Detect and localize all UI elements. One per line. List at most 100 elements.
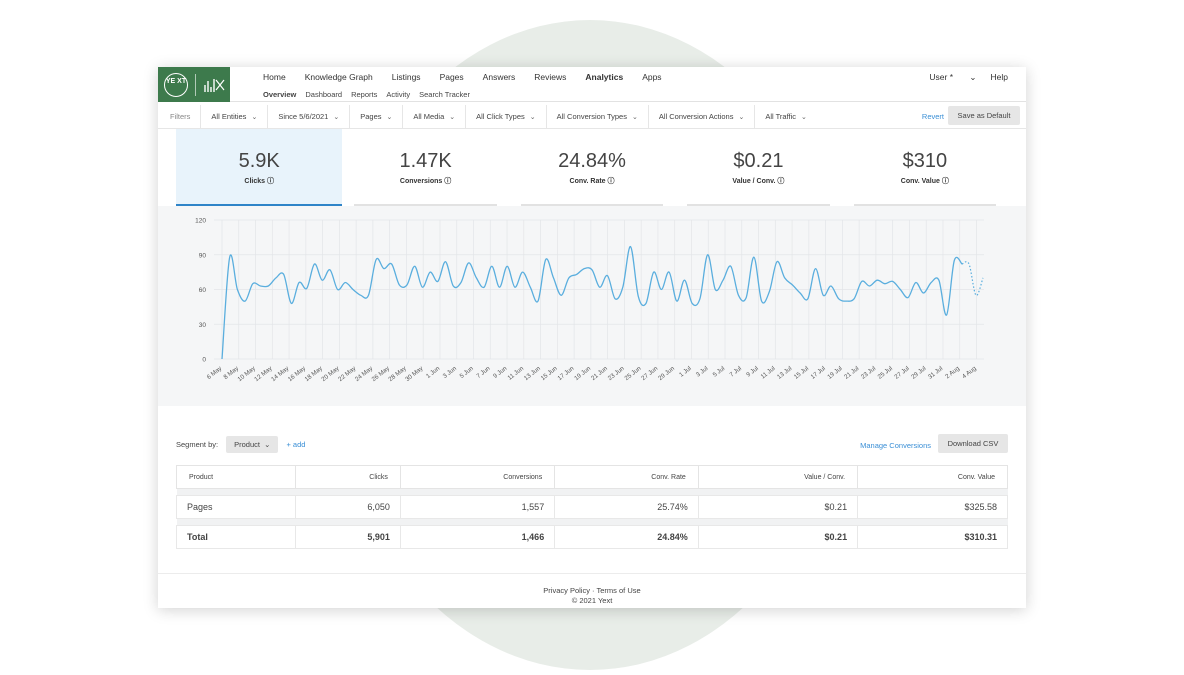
nav-item-home[interactable]: Home xyxy=(263,72,286,82)
x-tick-label: 13 Jul xyxy=(776,365,793,381)
filter-bar: Filters All Entities ⌄ Since 5/6/2021 ⌄ Page… xyxy=(158,104,1026,129)
segment-label: Segment by: xyxy=(176,440,219,449)
filter-dropdown[interactable]: All Click Types ⌄ xyxy=(465,104,546,129)
x-tick-label: 9 Jun xyxy=(492,365,509,380)
x-tick-label: 9 Jul xyxy=(745,365,760,379)
y-tick-label: 0 xyxy=(202,357,206,364)
x-tick-label: 17 Jul xyxy=(810,365,827,381)
footer-links[interactable]: Privacy Policy · Terms of Use xyxy=(543,586,641,595)
x-tick-label: 7 Jun xyxy=(475,365,492,380)
sub-nav: Overview Dashboard Reports Activity Search T… xyxy=(263,90,479,99)
x-tick-label: 17 Jun xyxy=(556,365,575,382)
x-tick-label: 2 Aug xyxy=(944,365,961,381)
subnav-item-overview[interactable]: Overview xyxy=(263,90,297,99)
column-header[interactable]: Conv. Rate xyxy=(554,465,699,489)
logo-divider xyxy=(195,73,196,96)
metric-underline xyxy=(687,204,830,206)
filter-dropdown[interactable]: All Conversion Types ⌄ xyxy=(545,104,648,129)
nav-item-reviews[interactable]: Reviews xyxy=(534,72,567,82)
metric-tab[interactable]: 24.84% Conv. Rate ⓘ xyxy=(509,129,675,206)
filter-dropdown[interactable]: All Entities ⌄ xyxy=(200,104,267,129)
chevron-down-icon: ⌄ xyxy=(386,113,393,121)
x-tick-label: 1 Jun xyxy=(425,365,442,380)
table-header-row: Product Clicks Conversions Conv. Rate Value … xyxy=(176,465,1008,489)
x-tick-label: 11 Jul xyxy=(760,365,777,380)
y-tick-label: 30 xyxy=(199,322,207,329)
table-cell: 1,557 xyxy=(399,495,556,519)
yext-logo-mark: YE XT xyxy=(164,72,188,97)
metric-label: Conv. Value ⓘ xyxy=(900,178,949,185)
filter-label: All Traffic xyxy=(765,112,797,121)
results-table: Product Clicks Conversions Conv. Rate Value … xyxy=(176,465,1008,549)
x-tick-label: 5 Jun xyxy=(458,365,475,380)
column-header[interactable]: Conversions xyxy=(399,465,556,489)
filter-dropdown[interactable]: Pages ⌄ xyxy=(349,104,402,129)
filter-label: All Click Types xyxy=(476,112,525,121)
projection-series-line xyxy=(961,261,984,296)
filter-dropdown[interactable]: Since 5/6/2021 ⌄ xyxy=(267,104,349,129)
nav-item-listings[interactable]: Listings xyxy=(391,72,421,82)
chevron-down-icon: ⌄ xyxy=(801,113,807,121)
x-tick-label: 21 Jul xyxy=(843,365,860,381)
segment-control: Segment by: Product ⌄ + add xyxy=(176,436,305,453)
filter-dropdown[interactable]: All Traffic ⌄ xyxy=(754,104,817,129)
add-segment-link[interactable]: + add xyxy=(286,440,306,449)
revert-link[interactable]: Revert xyxy=(921,112,944,121)
nav-item-knowledge-graph[interactable]: Knowledge Graph xyxy=(304,72,373,82)
total-cell: 5,901 xyxy=(294,525,401,549)
chevron-down-icon: ⌄ xyxy=(333,113,340,121)
filter-label: All Media xyxy=(413,112,445,121)
total-cell: $310.31 xyxy=(857,525,1008,549)
column-header[interactable]: Conv. Value xyxy=(857,465,1008,489)
x-tick-label: 27 Jun xyxy=(640,365,659,382)
table-spacer xyxy=(176,488,1008,496)
metric-label: Conv. Rate ⓘ xyxy=(569,178,615,185)
metric-tab[interactable]: $310 Conv. Value ⓘ xyxy=(842,129,1008,206)
table-cell: $0.21 xyxy=(697,495,859,519)
nav-item-apps[interactable]: Apps xyxy=(642,72,662,82)
metric-tab[interactable]: 1.47K Conversions ⓘ xyxy=(342,129,508,206)
metric-value: 24.84% xyxy=(558,150,626,172)
total-cell: $0.21 xyxy=(697,525,859,549)
x-tick-label: 13 Jun xyxy=(523,365,542,382)
subnav-item-dashboard[interactable]: Dashboard xyxy=(305,90,343,99)
x-tick-label: 23 Jul xyxy=(860,365,877,381)
table-cell: Pages xyxy=(176,495,296,519)
download-csv-button[interactable]: Download CSV xyxy=(938,434,1008,453)
metric-value: $310 xyxy=(902,150,948,172)
x-tick-label: 29 Jun xyxy=(657,365,676,382)
metric-underline xyxy=(853,204,997,206)
filter-dropdown[interactable]: All Media ⌄ xyxy=(402,104,465,129)
subnav-item-activity[interactable]: Activity xyxy=(386,90,411,99)
user-dropdown[interactable]: User * ⌄ xyxy=(929,72,977,82)
x-tick-label: 15 Jun xyxy=(540,365,559,382)
table-row: Pages 6,050 1,557 25.74% $0.21 $325.58 xyxy=(176,495,1008,519)
segment-dropdown[interactable]: Product ⌄ xyxy=(226,436,279,453)
subnav-item-reports[interactable]: Reports xyxy=(351,90,378,99)
column-header[interactable]: Clicks xyxy=(294,465,401,489)
help-link[interactable]: Help xyxy=(990,72,1008,82)
subnav-item-search-tracker[interactable]: Search Tracker xyxy=(419,90,470,99)
metric-tab[interactable]: $0.21 Value / Conv. ⓘ xyxy=(675,129,841,206)
metric-tab[interactable]: 5.9K Clicks ⓘ xyxy=(176,129,343,206)
yext-logo[interactable]: YE XT xyxy=(158,67,230,102)
x-tick-label: 7 Jul xyxy=(728,365,743,379)
column-header[interactable]: Product xyxy=(176,465,296,489)
manage-conversions-link[interactable]: Manage Conversions xyxy=(860,441,931,450)
column-header[interactable]: Value / Conv. xyxy=(697,465,859,489)
nav-item-pages[interactable]: Pages xyxy=(439,72,464,82)
top-navigation: YE XT Home Knowledge Graph Listings Pages An… xyxy=(158,67,1026,102)
save-as-default-button[interactable]: Save as Default xyxy=(948,106,1020,125)
total-cell: Total xyxy=(176,525,296,549)
user-menu: User * ⌄ Help xyxy=(901,72,1008,83)
total-cell: 1,466 xyxy=(399,525,556,549)
metric-value: 1.47K xyxy=(399,150,452,172)
filter-dropdown[interactable]: All Conversion Actions ⌄ xyxy=(647,104,755,129)
nav-item-answers[interactable]: Answers xyxy=(482,72,516,82)
footer: Privacy Policy · Terms of Use © 2021 Yex… xyxy=(158,573,1026,606)
segment-value: Product xyxy=(234,440,260,449)
metric-tabs: 5.9K Clicks ⓘ 1.47K Conversions ⓘ 24.84% Conv… xyxy=(176,129,1008,206)
nav-item-analytics[interactable]: Analytics xyxy=(585,72,624,82)
chevron-down-icon: ⌄ xyxy=(251,113,258,121)
y-tick-label: 120 xyxy=(195,218,206,225)
